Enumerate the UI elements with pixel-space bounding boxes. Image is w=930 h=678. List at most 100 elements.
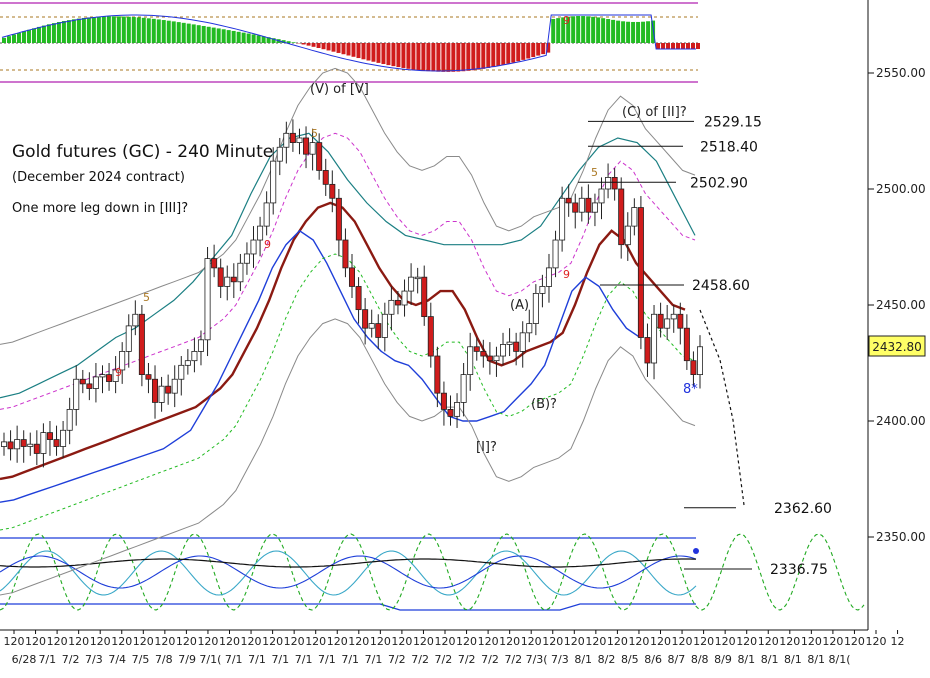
histogram-bar bbox=[431, 43, 436, 72]
histogram-bar bbox=[36, 26, 41, 43]
histogram-bar bbox=[626, 21, 631, 43]
histogram-bar bbox=[41, 25, 46, 43]
x-tick-label-top: 120 bbox=[348, 635, 369, 648]
x-tick-label-date: 8/1( bbox=[829, 653, 851, 666]
cycle-cyan-wave bbox=[0, 550, 697, 596]
candle-body bbox=[624, 225, 631, 246]
wave-label-8-star: 8* bbox=[683, 382, 698, 397]
candle-body bbox=[289, 132, 296, 144]
count-label-5-a: 5 bbox=[143, 291, 150, 304]
cycle-marker-dot bbox=[693, 548, 699, 554]
band-grey-lower bbox=[0, 318, 696, 596]
histogram-bar bbox=[136, 17, 141, 43]
candle-body bbox=[66, 408, 73, 431]
x-tick-label-top: 12 bbox=[891, 635, 905, 648]
histogram-bar bbox=[366, 43, 371, 61]
histogram-bar bbox=[466, 43, 471, 71]
x-tick-label-date: 7/4 bbox=[108, 653, 126, 666]
x-tick-label-top: 120 bbox=[650, 635, 671, 648]
candle-body bbox=[644, 337, 651, 364]
candle-body bbox=[421, 276, 428, 318]
candle-body bbox=[40, 432, 47, 454]
cycle-oscillator-panel bbox=[0, 533, 865, 611]
x-tick-label-top: 120 bbox=[262, 635, 283, 648]
chart-note: One more leg down in [III]? bbox=[12, 201, 188, 216]
x-tick-label-top: 120 bbox=[736, 635, 757, 648]
x-tick-label-date: 7/3 bbox=[85, 653, 103, 666]
last-price-badge bbox=[868, 335, 926, 357]
x-tick-label-top: 120 bbox=[693, 635, 714, 648]
histogram-bar bbox=[581, 16, 586, 43]
candle-body bbox=[545, 267, 552, 287]
histogram-bar bbox=[336, 43, 341, 53]
candle-body bbox=[217, 267, 224, 287]
x-tick-label-top: 120 bbox=[305, 635, 326, 648]
x-tick-label-top: 120 bbox=[585, 635, 606, 648]
candle-body bbox=[598, 188, 605, 204]
histogram-bar bbox=[141, 17, 146, 43]
histogram-bar bbox=[406, 43, 411, 69]
histogram-bar bbox=[286, 41, 291, 43]
histogram-bar bbox=[251, 34, 256, 43]
histogram-bar bbox=[31, 28, 36, 43]
band-green-dash bbox=[0, 253, 696, 531]
histogram-bar bbox=[686, 43, 691, 49]
histogram-bar bbox=[451, 43, 456, 72]
candle-body bbox=[591, 202, 598, 213]
histogram-bar bbox=[176, 22, 181, 43]
candle-body bbox=[158, 385, 165, 403]
candle-body bbox=[119, 350, 126, 371]
histogram-bar bbox=[261, 36, 266, 43]
histogram-bar bbox=[426, 43, 431, 72]
candle-body bbox=[171, 378, 178, 394]
candle-body bbox=[532, 292, 539, 324]
band-blue-lower bbox=[0, 229, 641, 503]
candle-body bbox=[348, 267, 355, 287]
candle-body bbox=[165, 385, 172, 394]
x-tick-label-top: 120 bbox=[542, 635, 563, 648]
candle-body bbox=[243, 253, 250, 264]
x-tick-label-top: 120 bbox=[25, 635, 46, 648]
candle-body bbox=[46, 432, 53, 440]
histogram-bar bbox=[566, 16, 571, 43]
x-tick-label-date: 8/1 bbox=[574, 653, 592, 666]
x-tick-label-top: 120 bbox=[4, 635, 25, 648]
x-tick-label-top: 120 bbox=[628, 635, 649, 648]
candle-body bbox=[106, 374, 113, 382]
candlesticks bbox=[0, 119, 704, 468]
histogram-bar bbox=[116, 16, 121, 43]
candle-body bbox=[611, 176, 618, 190]
x-tick-label-top: 120 bbox=[456, 635, 477, 648]
candle-body bbox=[322, 170, 329, 185]
candle-body bbox=[145, 374, 152, 380]
x-tick-label-top: 120 bbox=[47, 635, 68, 648]
cycle-black-line bbox=[0, 558, 696, 568]
histogram-envelope bbox=[1, 14, 696, 72]
band-teal-upper bbox=[0, 132, 696, 399]
last-price-label: 2432.80 bbox=[872, 340, 922, 354]
candle-body bbox=[112, 369, 119, 382]
histogram-bar bbox=[6, 36, 11, 43]
chart-subtitle: (December 2024 contract) bbox=[12, 170, 185, 185]
x-tick-label-date: 7/2 bbox=[411, 653, 429, 666]
x-tick-label-top: 120 bbox=[391, 635, 412, 648]
candle-body bbox=[486, 355, 493, 362]
histogram-bar bbox=[316, 43, 321, 48]
histogram-bar bbox=[411, 43, 416, 70]
histogram-bar bbox=[576, 16, 581, 43]
x-tick-label-date: 7/1 bbox=[271, 653, 289, 666]
histogram-bar bbox=[226, 30, 231, 43]
histogram-bar bbox=[531, 43, 536, 58]
histogram-bar bbox=[56, 22, 61, 43]
candle-body bbox=[670, 313, 677, 320]
candle-body bbox=[375, 323, 382, 338]
candle-body bbox=[250, 239, 257, 255]
candle-body bbox=[388, 299, 395, 315]
level-label: 2529.15 bbox=[704, 114, 762, 130]
candle-body bbox=[197, 339, 204, 352]
candle-body bbox=[585, 197, 592, 213]
x-tick-label-date: 6/28 bbox=[12, 653, 37, 666]
projection-line bbox=[699, 309, 745, 506]
histogram-bar bbox=[571, 16, 576, 43]
